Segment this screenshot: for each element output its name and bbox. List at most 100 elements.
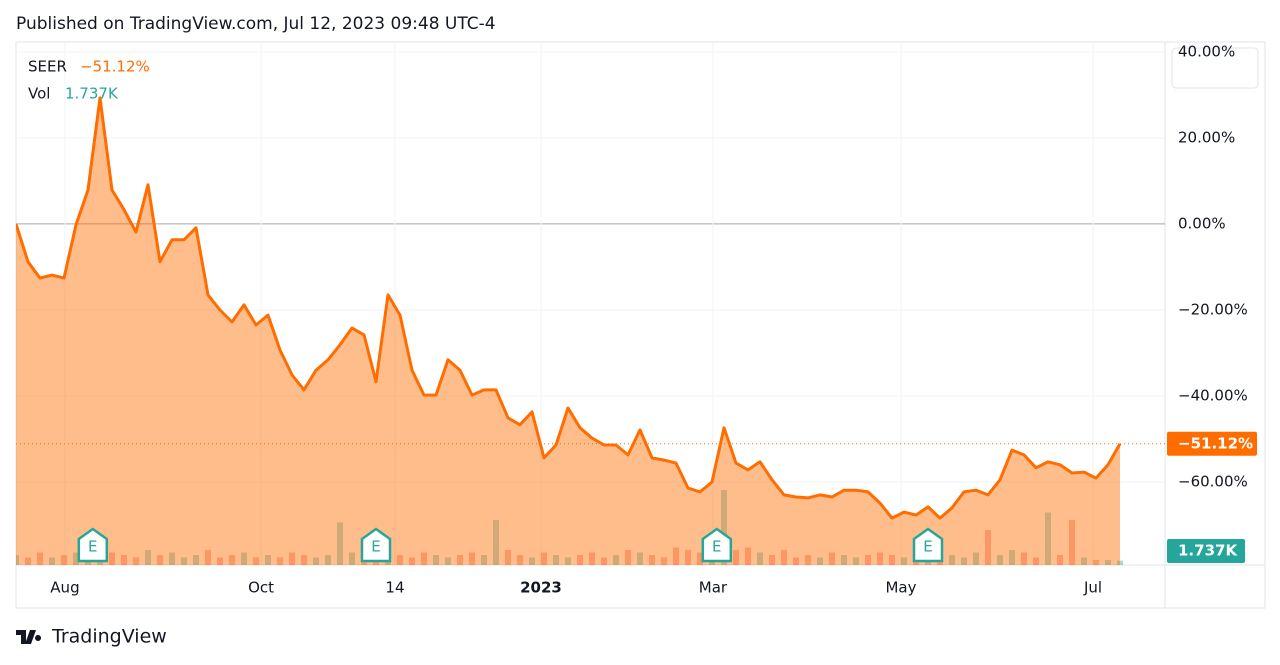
volume-bar [421,552,427,565]
volume-bar [865,555,871,565]
overlay: −51.12% 1.737K E E E E [77,431,1257,563]
x-tick-label: Aug [50,579,79,597]
volume-bar [445,557,451,565]
earnings-label: E [88,538,97,556]
earnings-label: E [923,538,932,556]
volume-bar [541,552,547,565]
volume-bar [181,557,187,565]
volume-bar [697,552,703,565]
area-fill [16,97,1120,565]
volume-bar [61,555,67,565]
volume-bar [205,550,211,565]
volume-bar [745,547,751,565]
volume-bar [1117,560,1123,565]
scale-box [1171,47,1259,89]
volume-bar [469,552,475,565]
x-tick-label: 2023 [520,579,562,597]
volume-bar [733,550,739,565]
volume-bar [529,557,535,565]
volume-bar [505,550,511,565]
frame [15,41,1266,609]
volume-bar [253,557,259,565]
volume-bar [757,552,763,565]
volume-bar [301,555,307,565]
volume-bar [325,555,331,565]
volume-bar [109,552,115,565]
volume-bar [1105,560,1111,565]
x-tick-label: 14 [385,579,404,597]
volume-bar [73,552,79,565]
volume-bar [1009,550,1015,565]
volume-bar [589,552,595,565]
volume-bar [16,555,19,565]
volume-bar [289,552,295,565]
x-tick-label: Oct [248,579,274,597]
volume-bar [49,557,55,565]
volume-bar [517,555,523,565]
volume-bar [841,555,847,565]
volume-bar [433,555,439,565]
volume-bar [241,552,247,565]
volume-bar [217,557,223,565]
volume-bar [1033,557,1039,565]
volume-bar [313,557,319,565]
volume-bar [625,550,631,565]
volume-bar [25,557,31,565]
logo: TradingView [16,626,167,648]
volume-bar [37,552,43,565]
volume-bar [157,555,163,565]
volume-bar [649,555,655,565]
volume-bar [397,555,403,565]
volume-bar [985,530,991,565]
volume-bar [781,550,787,565]
footer: TradingView [51,626,167,648]
volume-bar [637,552,643,565]
volume-bar [565,557,571,565]
x-tick-label: May [885,579,916,597]
volume-bar [553,555,559,565]
volume-bar [973,552,979,565]
volume-bar [661,557,667,565]
volume-bar [853,557,859,565]
volume-bar [409,557,415,565]
line [16,96,1122,520]
volume-bar [457,555,463,565]
last-price-label: −51.12% [1178,434,1253,452]
volume-bar [1021,552,1027,565]
volume-bar [949,555,955,565]
volume-bar [1069,520,1075,565]
volume-bar [601,557,607,565]
x-tick-label: Jul [1083,579,1102,597]
volume-bar [121,555,127,565]
y-axis: 40.00% 20.00% 0.00% −20.00% −40.00% −60.00% [1178,42,1248,490]
y-tick-label: −20.00% [1178,300,1248,318]
volume-bar [229,555,235,565]
volume-bar [877,552,883,565]
volume-bar [1057,555,1063,565]
volume-badge [1167,539,1245,563]
legend-vol-name: Vol [28,85,50,103]
volume-bar [493,520,499,565]
grid [16,43,1165,565]
plot [16,96,1165,565]
legend-name: SEER [28,58,67,76]
y-tick-label: 40.00% [1178,42,1235,60]
legend-vol-value: 1.737K [65,85,119,103]
last-price-badge [1167,431,1257,456]
volume-label: 1.737K [1178,542,1238,560]
volume-bar [133,557,139,565]
volume-bar [721,490,727,565]
volume-bar [997,555,1003,565]
volume-bar [481,555,487,565]
volume-bar [1093,560,1099,565]
volume-bar [337,522,343,565]
y-tick-label: −40.00% [1178,386,1248,404]
earnings-label: E [371,538,380,556]
legend-value: −51.12% [80,58,150,76]
volume-bar [349,552,355,565]
earnings-label: E [712,538,721,556]
volume-bar [769,555,775,565]
header: Published on TradingView.com, Jul 12, 20… [16,14,496,34]
volume-bar [577,555,583,565]
